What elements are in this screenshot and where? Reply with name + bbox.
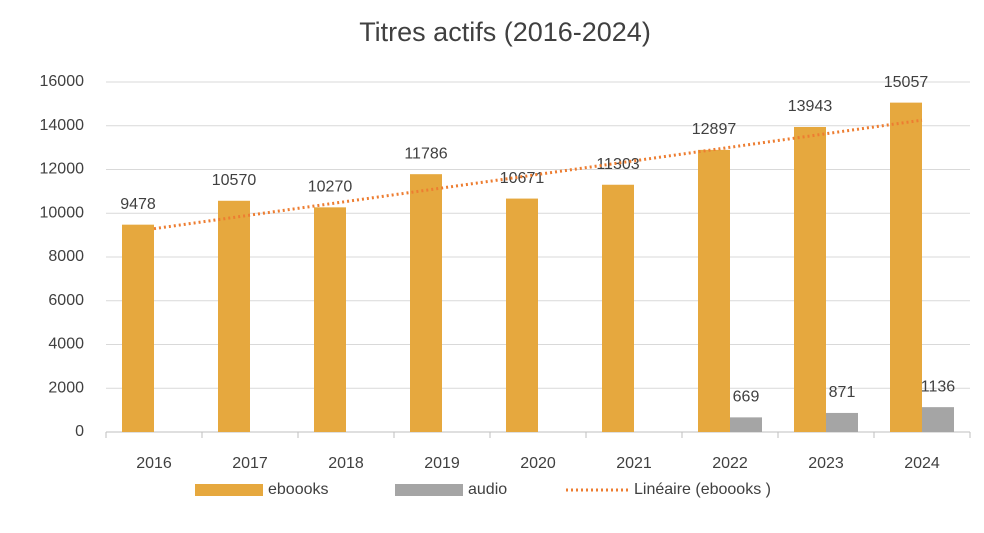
bar: [122, 224, 154, 432]
bar: [698, 149, 730, 433]
data-label: 9478: [120, 196, 156, 213]
x-tick-label: 2020: [520, 455, 556, 472]
y-tick-label: 8000: [48, 248, 84, 265]
y-tick-label: 10000: [40, 204, 85, 221]
data-label: 871: [829, 384, 856, 401]
data-label: 11786: [404, 145, 447, 162]
bar: [506, 198, 538, 432]
bar: [602, 184, 634, 432]
bar: [410, 174, 442, 432]
y-tick-label: 4000: [48, 336, 84, 353]
data-label: 13943: [788, 98, 833, 115]
x-tick-label: 2022: [712, 455, 748, 472]
y-tick-label: 16000: [40, 73, 85, 90]
x-tick-label: 2023: [808, 455, 844, 472]
x-tick-label: 2018: [328, 455, 364, 472]
data-label: 10671: [500, 170, 545, 187]
y-tick-label: 12000: [40, 161, 85, 178]
x-tick-label: 2019: [424, 455, 460, 472]
y-tick-label: 2000: [48, 379, 84, 396]
data-label: 10570: [212, 172, 257, 189]
data-label: 15057: [884, 74, 929, 91]
data-label: 12897: [692, 121, 737, 138]
x-tick-label: 2021: [616, 455, 652, 472]
data-label: 1136: [921, 378, 956, 395]
data-label: 669: [733, 389, 760, 406]
legend-label: Linéaire (eboooks ): [634, 481, 771, 498]
legend-swatch: [395, 484, 463, 496]
chart-title: Titres actifs (2016-2024): [359, 17, 651, 47]
x-tick-label: 2017: [232, 455, 268, 472]
bar: [218, 200, 250, 432]
x-tick-label: 2024: [904, 455, 940, 472]
bar: [730, 417, 762, 432]
trendline: [153, 118, 923, 231]
bar: [890, 102, 922, 433]
data-label: 11303: [596, 156, 639, 173]
y-tick-label: 6000: [48, 292, 84, 309]
bar: [826, 412, 858, 432]
bar: [314, 207, 346, 432]
bar: [794, 126, 826, 432]
legend-label: audio: [468, 481, 507, 498]
bar: [922, 407, 954, 432]
y-tick-label: 0: [75, 423, 84, 440]
data-label: 10270: [308, 179, 353, 196]
legend-swatch: [195, 484, 263, 496]
legend-label: eboooks: [268, 481, 329, 498]
x-tick-label: 2016: [136, 455, 172, 472]
y-tick-label: 14000: [40, 117, 85, 134]
